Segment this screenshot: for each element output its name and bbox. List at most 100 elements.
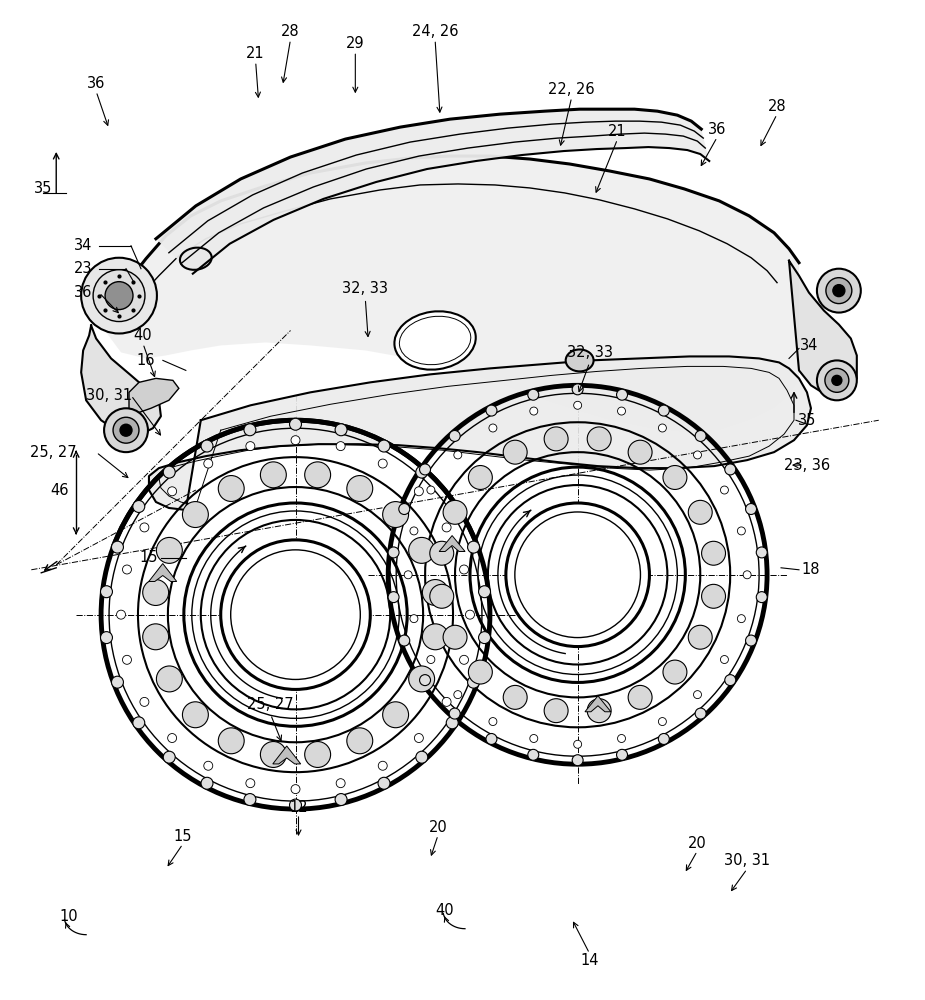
Circle shape — [725, 464, 735, 475]
Circle shape — [399, 504, 410, 514]
Circle shape — [383, 502, 409, 528]
Text: 25, 27: 25, 27 — [247, 697, 294, 712]
Circle shape — [460, 655, 469, 664]
Circle shape — [426, 656, 435, 664]
Circle shape — [460, 565, 469, 574]
Circle shape — [430, 541, 454, 565]
Circle shape — [101, 586, 113, 598]
Circle shape — [133, 500, 145, 512]
Circle shape — [659, 405, 670, 416]
Text: 46: 46 — [50, 483, 68, 498]
Circle shape — [414, 487, 424, 496]
Circle shape — [757, 592, 767, 603]
Polygon shape — [439, 536, 465, 552]
Text: 18: 18 — [802, 562, 820, 577]
Circle shape — [454, 691, 462, 699]
Circle shape — [378, 761, 388, 770]
Circle shape — [489, 424, 497, 432]
Circle shape — [167, 487, 177, 496]
Circle shape — [628, 440, 652, 464]
Circle shape — [93, 270, 145, 322]
Circle shape — [503, 440, 527, 464]
Polygon shape — [81, 326, 161, 435]
Circle shape — [122, 655, 131, 664]
Circle shape — [409, 537, 435, 563]
Circle shape — [450, 708, 460, 719]
Circle shape — [446, 717, 458, 729]
Circle shape — [688, 625, 712, 649]
Circle shape — [142, 580, 168, 605]
Text: 16: 16 — [137, 353, 155, 368]
Text: 14: 14 — [580, 953, 598, 968]
Circle shape — [506, 503, 649, 647]
Circle shape — [156, 666, 182, 692]
Ellipse shape — [180, 248, 212, 270]
Circle shape — [399, 635, 410, 646]
Circle shape — [467, 541, 479, 553]
Circle shape — [544, 699, 568, 723]
Circle shape — [725, 675, 735, 686]
Circle shape — [244, 794, 256, 806]
Circle shape — [587, 699, 611, 723]
Polygon shape — [149, 356, 811, 510]
Circle shape — [832, 375, 842, 385]
Circle shape — [140, 523, 149, 532]
Text: 22, 26: 22, 26 — [549, 82, 595, 97]
Circle shape — [410, 527, 418, 535]
Circle shape — [81, 258, 157, 334]
Circle shape — [757, 547, 767, 558]
Circle shape — [246, 442, 254, 451]
Circle shape — [737, 615, 746, 623]
Circle shape — [416, 466, 427, 478]
Circle shape — [617, 389, 627, 400]
Circle shape — [218, 476, 244, 501]
Ellipse shape — [400, 316, 471, 365]
Circle shape — [117, 610, 126, 619]
Circle shape — [544, 427, 568, 451]
Circle shape — [618, 735, 625, 742]
Circle shape — [105, 282, 133, 310]
Circle shape — [503, 685, 527, 709]
Circle shape — [825, 368, 849, 392]
Circle shape — [167, 734, 177, 743]
Circle shape — [573, 755, 583, 766]
Polygon shape — [585, 696, 610, 712]
Circle shape — [304, 462, 330, 488]
Circle shape — [204, 761, 213, 770]
Text: 35: 35 — [797, 413, 816, 428]
Circle shape — [347, 728, 373, 754]
Circle shape — [142, 624, 168, 650]
Circle shape — [468, 466, 492, 489]
Circle shape — [420, 675, 430, 686]
Circle shape — [465, 610, 475, 619]
Polygon shape — [149, 564, 177, 581]
Text: 24, 26: 24, 26 — [412, 24, 458, 39]
Circle shape — [450, 430, 460, 441]
Circle shape — [122, 565, 131, 574]
Circle shape — [486, 405, 497, 416]
Circle shape — [244, 424, 256, 436]
Circle shape — [182, 502, 208, 528]
Circle shape — [201, 777, 213, 789]
Circle shape — [291, 436, 300, 445]
Circle shape — [388, 592, 399, 603]
Text: 20: 20 — [428, 820, 448, 835]
Circle shape — [101, 632, 113, 644]
Circle shape — [336, 442, 345, 451]
Circle shape — [694, 451, 701, 459]
Circle shape — [696, 708, 706, 719]
Text: 28: 28 — [281, 24, 300, 39]
Circle shape — [696, 430, 706, 441]
Text: 34: 34 — [74, 238, 92, 253]
Circle shape — [659, 424, 666, 432]
Circle shape — [574, 401, 582, 409]
Text: 30, 31: 30, 31 — [724, 853, 771, 868]
Circle shape — [414, 734, 424, 743]
Text: 23, 36: 23, 36 — [783, 458, 830, 473]
Text: 32, 33: 32, 33 — [567, 345, 612, 360]
Ellipse shape — [566, 349, 594, 371]
Circle shape — [261, 462, 287, 488]
Circle shape — [530, 407, 537, 415]
Circle shape — [378, 459, 388, 468]
Text: 32, 33: 32, 33 — [342, 281, 388, 296]
